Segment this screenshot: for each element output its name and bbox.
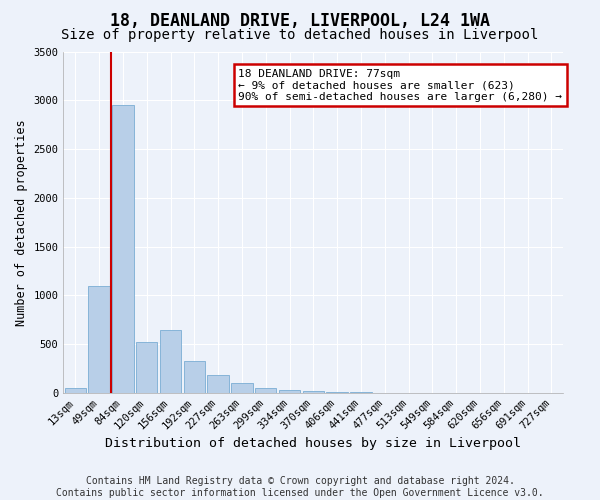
Bar	[88, 286, 110, 393]
Bar	[136, 342, 157, 393]
Bar	[208, 375, 229, 393]
Bar	[112, 105, 134, 393]
Bar	[184, 362, 205, 393]
Bar	[279, 390, 300, 393]
Bar	[326, 392, 348, 393]
Text: Size of property relative to detached houses in Liverpool: Size of property relative to detached ho…	[61, 28, 539, 42]
Text: Contains HM Land Registry data © Crown copyright and database right 2024.
Contai: Contains HM Land Registry data © Crown c…	[56, 476, 544, 498]
Bar	[255, 388, 277, 393]
Bar	[160, 330, 181, 393]
Bar	[65, 388, 86, 393]
Bar	[350, 392, 371, 393]
X-axis label: Distribution of detached houses by size in Liverpool: Distribution of detached houses by size …	[106, 437, 521, 450]
Bar	[231, 383, 253, 393]
Text: 18 DEANLAND DRIVE: 77sqm
← 9% of detached houses are smaller (623)
90% of semi-d: 18 DEANLAND DRIVE: 77sqm ← 9% of detache…	[238, 68, 562, 102]
Text: 18, DEANLAND DRIVE, LIVERPOOL, L24 1WA: 18, DEANLAND DRIVE, LIVERPOOL, L24 1WA	[110, 12, 490, 30]
Bar	[302, 391, 324, 393]
Y-axis label: Number of detached properties: Number of detached properties	[15, 119, 28, 326]
